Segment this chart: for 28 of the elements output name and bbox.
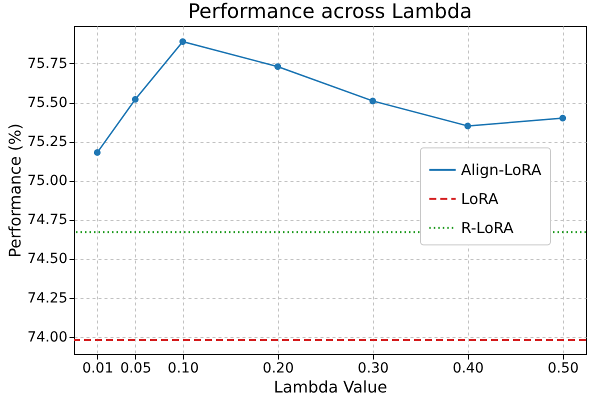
x-tick-label: 0.20 xyxy=(262,360,294,376)
chart-title: Performance across Lambda xyxy=(188,0,472,23)
point xyxy=(464,122,472,130)
point xyxy=(369,98,376,104)
x-tick-label: 0.01 xyxy=(82,360,114,376)
y-tick-label: 74.50 xyxy=(27,251,68,268)
x-tick-label: 0.40 xyxy=(452,360,484,376)
x-tick-label: 0.10 xyxy=(168,360,199,376)
y-tick-label: 75.00 xyxy=(27,173,68,190)
y-tick-label: 74.25 xyxy=(27,290,68,306)
point xyxy=(179,38,186,45)
legend-label: Align-LoRA xyxy=(461,160,542,179)
x-tick-label: 0.30 xyxy=(358,360,389,376)
point xyxy=(274,63,282,70)
x-axis-title: Lambda Value xyxy=(274,378,388,396)
point xyxy=(94,149,101,156)
legend-label: LoRA xyxy=(461,190,500,208)
ref-line-label: R-LoRA xyxy=(461,218,514,237)
x-tick-label: 0.05 xyxy=(120,360,152,376)
y-tick-label: 75.75 xyxy=(27,56,68,72)
point xyxy=(559,114,566,122)
y-tick-label: 75.50 xyxy=(27,95,68,112)
y-tick-label: 74.00 xyxy=(27,329,68,346)
y-tick-label: 75.25 xyxy=(27,134,68,150)
y-tick-label: 74.75 xyxy=(27,212,68,228)
point xyxy=(132,96,139,103)
x-tick-label: 0.50 xyxy=(548,360,579,376)
y-axis-title: Performance (%) xyxy=(5,123,24,258)
